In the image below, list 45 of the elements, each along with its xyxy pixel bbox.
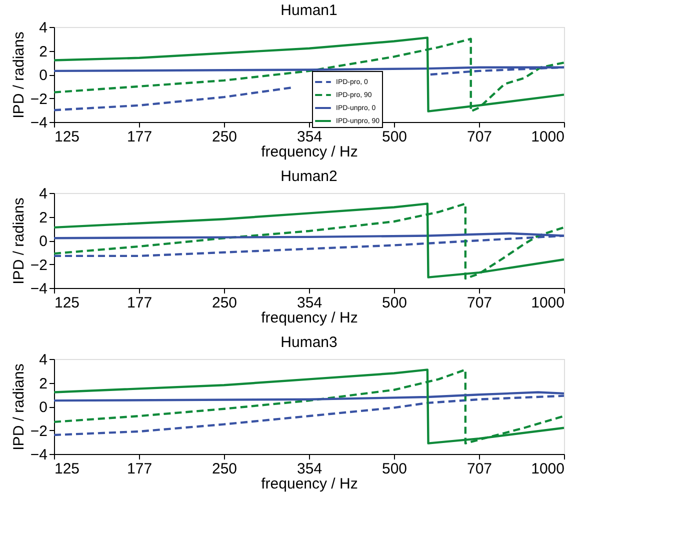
y-tick-label: 0 bbox=[39, 233, 48, 250]
x-tick-label: 125 bbox=[54, 294, 80, 312]
x-tick-label: 125 bbox=[54, 128, 80, 146]
y-tick-label: −4 bbox=[30, 114, 48, 132]
y-tick-label: −2 bbox=[30, 422, 48, 440]
x-tick-label: 354 bbox=[297, 294, 322, 312]
x-tick-label: 354 bbox=[297, 128, 322, 146]
y-tick-label: −4 bbox=[30, 446, 48, 464]
chart-title: Human1 bbox=[280, 2, 338, 19]
x-tick-label: 1000 bbox=[531, 128, 564, 146]
x-tick-label: 707 bbox=[466, 128, 492, 146]
x-tick-label: 500 bbox=[382, 294, 408, 312]
x-tick-label: 707 bbox=[466, 460, 492, 478]
x-tick-label: 250 bbox=[212, 128, 238, 146]
x-tick-label: 1000 bbox=[531, 460, 564, 478]
x-tick-label: 177 bbox=[127, 294, 152, 312]
x-tick-label: 177 bbox=[127, 460, 152, 478]
x-tick-label: 125 bbox=[54, 460, 80, 478]
y-tick-label: 4 bbox=[39, 20, 48, 36]
x-tick-label: 1000 bbox=[531, 294, 564, 312]
y-tick-label: −2 bbox=[30, 90, 48, 108]
y-axis-title: IPD / radians bbox=[10, 198, 28, 284]
y-tick-label: 2 bbox=[39, 375, 48, 392]
x-axis-title: frequency / Hz bbox=[261, 476, 358, 492]
x-tick-label: 177 bbox=[127, 128, 152, 146]
y-tick-label: 4 bbox=[39, 352, 48, 368]
x-tick-label: 250 bbox=[212, 294, 238, 312]
x-tick-label: 500 bbox=[382, 460, 408, 478]
x-tick-label: 707 bbox=[466, 294, 492, 312]
x-tick-label: 354 bbox=[297, 460, 322, 478]
y-tick-label: 4 bbox=[39, 186, 48, 202]
y-axis-title: IPD / radians bbox=[10, 364, 28, 450]
x-axis-title: frequency / Hz bbox=[261, 144, 358, 160]
y-tick-label: −2 bbox=[30, 256, 48, 274]
chart-title: Human3 bbox=[280, 334, 338, 351]
y-axis-title: IPD / radians bbox=[10, 32, 28, 118]
y-tick-label: 0 bbox=[39, 67, 48, 84]
y-tick-label: 2 bbox=[39, 209, 48, 226]
x-axis-title: frequency / Hz bbox=[261, 310, 358, 326]
y-tick-label: −4 bbox=[30, 280, 48, 298]
chart-title: Human2 bbox=[280, 168, 338, 185]
x-tick-label: 250 bbox=[212, 460, 238, 478]
y-tick-label: 0 bbox=[39, 399, 48, 416]
y-tick-label: 2 bbox=[39, 43, 48, 60]
x-tick-label: 500 bbox=[382, 128, 408, 146]
